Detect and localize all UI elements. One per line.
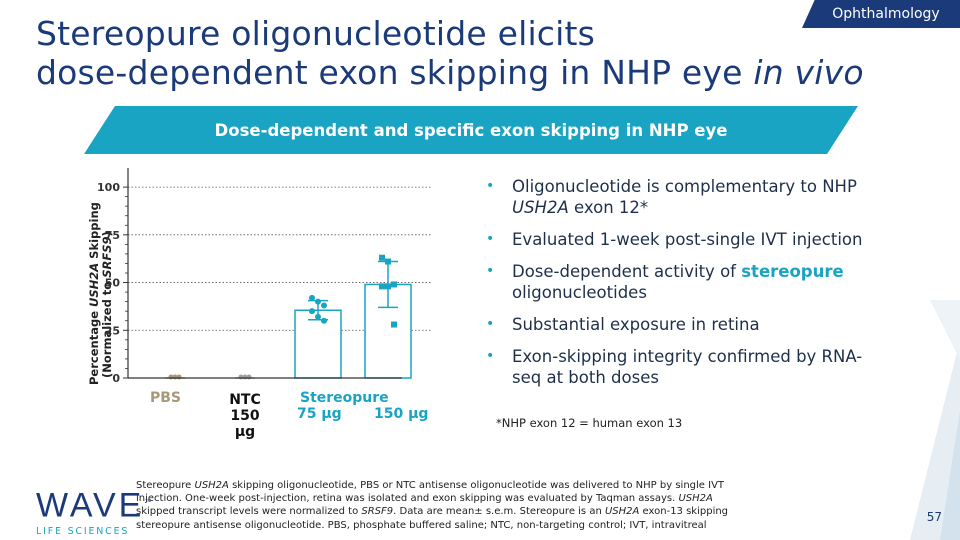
y-axis-label-line1: Percentage USH2A Skipping (87, 202, 101, 385)
bullet-item: Oligonucleotide is complementary to NHP … (486, 176, 866, 218)
title-line2: dose-dependent exon skipping in NHP eye (36, 53, 754, 92)
data-point (385, 258, 391, 265)
x-label-75ug: 75 μg (297, 406, 342, 422)
data-point (315, 313, 321, 320)
bullet-item: Evaluated 1-week post-single IVT injecti… (486, 229, 866, 250)
logo-subtitle: LIFE SCIENCES (36, 526, 130, 538)
y-axis-label-line2: (Normalized to SRFS9) (100, 231, 114, 378)
bullet-item: Substantial exposure in retina (486, 314, 866, 335)
figure-caption: Stereopure USH2A skipping oligonucleotid… (136, 480, 729, 531)
data-point (391, 281, 397, 288)
x-label-pbs: PBS (150, 390, 182, 406)
ntc-label: NTC (229, 392, 261, 408)
data-point (309, 308, 315, 315)
x-label-stereopure: Stereopure (300, 390, 389, 406)
data-point (379, 283, 385, 290)
x-label-150ug: 150 μg (374, 406, 429, 422)
data-point (309, 294, 315, 301)
bullet-item: Dose-dependent activity of stereopure ol… (486, 261, 866, 303)
data-point (315, 298, 321, 305)
y-tick-label: 100 (97, 181, 120, 194)
data-point (391, 321, 397, 328)
bullet-item: Exon-skipping integrity confirmed by RNA… (486, 346, 866, 388)
bullet-list: Oligonucleotide is complementary to NHP … (486, 176, 866, 399)
data-point (321, 302, 327, 309)
logo-tm: ™ (144, 499, 155, 506)
chart: Percentage USH2A Skipping (Normalized to… (80, 160, 440, 444)
footnote: *NHP exon 12 = human exon 13 (496, 416, 683, 430)
y-tick-label: 0 (112, 372, 120, 385)
ntc-dose-label: 150 μg (230, 408, 260, 440)
y-tick-label: 75 (105, 229, 120, 242)
logo-name: WAVE (36, 486, 145, 525)
data-point (176, 374, 182, 380)
data-point (321, 317, 327, 324)
bar-chart: Percentage USH2A Skipping (Normalized to… (87, 168, 432, 385)
company-logo: WAVE™ LIFE SCIENCES (36, 486, 154, 537)
title-italic: in vivo (753, 53, 864, 92)
page-number: 57 (926, 510, 942, 524)
data-point (385, 283, 391, 290)
x-label-ntc: NTC 150 μg (220, 392, 270, 440)
y-tick-label: 50 (105, 277, 121, 290)
title-line1: Stereopure oligonucleotide elicits (36, 14, 596, 53)
banner: Dose-dependent and specific exon skippin… (84, 106, 858, 154)
data-point (379, 254, 385, 261)
page-title: Stereopure oligonucleotide elicits dose-… (36, 14, 864, 92)
bar (294, 309, 342, 379)
y-tick-label: 25 (105, 324, 120, 337)
decorative-shapes (910, 300, 960, 540)
section-tag: Ophthalmology (802, 0, 960, 28)
data-point (246, 374, 252, 380)
